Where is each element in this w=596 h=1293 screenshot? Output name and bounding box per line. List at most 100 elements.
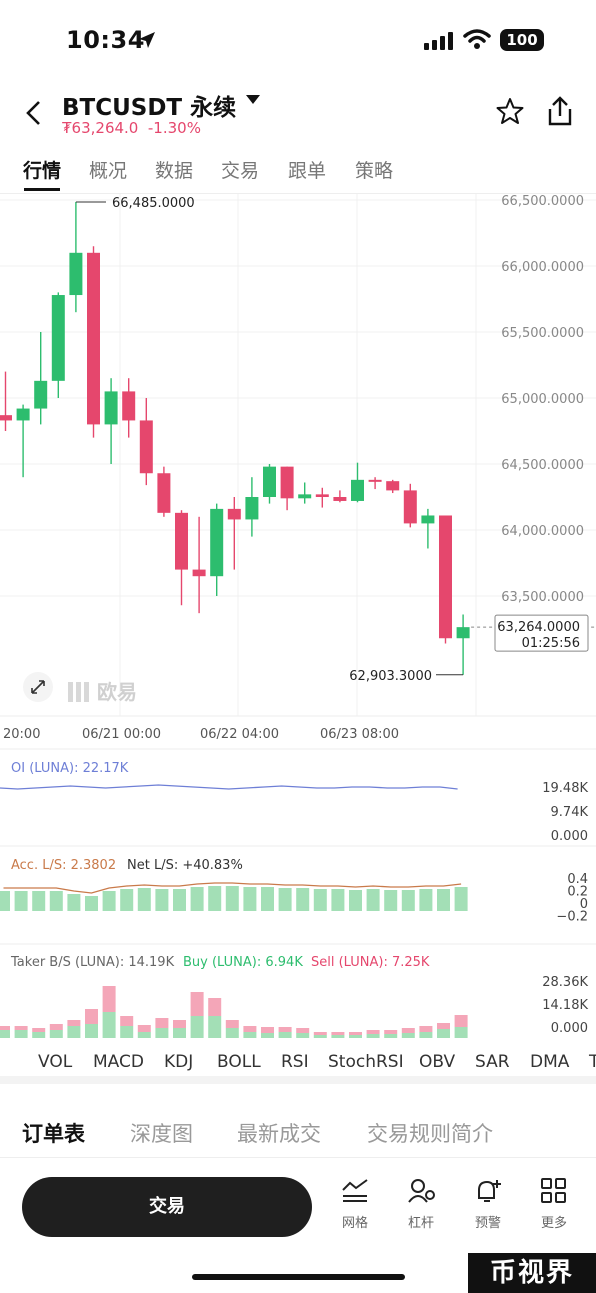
ls-bar xyxy=(173,889,186,911)
status-time: 10:34 xyxy=(66,26,145,54)
tab-order-book[interactable]: 订单表 xyxy=(22,1122,85,1146)
x-axis-label: 06/22 04:00 xyxy=(200,727,279,742)
back-arrow-icon[interactable] xyxy=(24,100,44,126)
taker-sell-bar xyxy=(349,1032,362,1035)
chart-area[interactable]: 66,500.0000 66,000.0000 65,500.0000 65,000.… xyxy=(0,194,596,1044)
star-icon[interactable] xyxy=(496,97,524,125)
taker-buy-bar xyxy=(85,1024,98,1038)
location-arrow-icon xyxy=(139,32,155,48)
taker-buy-bar xyxy=(366,1034,380,1038)
alert-action[interactable]: 预警 xyxy=(463,1178,513,1231)
exchange-logo-watermark: 欧易 xyxy=(68,676,137,705)
indicator-macd[interactable]: MACD xyxy=(93,1052,144,1072)
candle-body xyxy=(386,481,400,491)
trade-button[interactable]: 交易 xyxy=(22,1177,312,1237)
taker-buy-bar xyxy=(384,1034,398,1038)
taker-buy-bar xyxy=(313,1035,327,1038)
ls-axis-label: 0 xyxy=(580,897,588,912)
x-axis-label: 06/21 00:00 xyxy=(82,727,161,742)
ls-bar xyxy=(384,890,398,911)
ls-axis-label: 0.4 xyxy=(567,872,588,887)
taker-sell-bar xyxy=(155,1018,169,1028)
candle-body xyxy=(175,512,188,570)
tab-strategy[interactable]: 策略 xyxy=(355,160,394,182)
indicator-sar[interactable]: SAR xyxy=(475,1052,510,1072)
ls-bar xyxy=(225,886,239,911)
candle-body xyxy=(0,415,12,421)
tab-overview[interactable]: 概况 xyxy=(89,160,128,182)
taker-sell-bar xyxy=(331,1032,345,1035)
more-grid-icon xyxy=(541,1178,566,1203)
indicator-boll[interactable]: BOLL xyxy=(217,1052,261,1072)
taker-sell-bar xyxy=(419,1026,433,1032)
home-indicator xyxy=(192,1274,405,1280)
indicator-dma[interactable]: DMA xyxy=(530,1052,570,1072)
fullscreen-expand-icon[interactable] xyxy=(22,671,54,703)
tab-data[interactable]: 数据 xyxy=(155,160,194,182)
taker-sell-bar xyxy=(261,1027,274,1033)
tab-latest-trades[interactable]: 最新成交 xyxy=(237,1122,321,1146)
chevron-down-icon[interactable] xyxy=(246,95,260,105)
candle-body xyxy=(104,391,118,425)
taker-axis-label: 0.000 xyxy=(551,1021,588,1036)
tab-market[interactable]: 行情 xyxy=(23,160,62,182)
acc-ls-label: Acc. L/S: 2.3802 xyxy=(11,858,116,873)
ls-bar xyxy=(313,889,327,911)
candle-body xyxy=(403,490,417,524)
tab-depth-chart[interactable]: 深度图 xyxy=(130,1122,193,1146)
ls-bar xyxy=(49,891,63,911)
indicator-obv[interactable]: OBV xyxy=(419,1052,456,1072)
taker-buy-bar xyxy=(349,1035,362,1038)
indicator-t[interactable]: T xyxy=(589,1052,596,1072)
taker-sell-label: Sell (LUNA): 7.25K xyxy=(311,955,430,970)
taker-buy-bar xyxy=(401,1033,415,1038)
more-action[interactable]: 更多 xyxy=(529,1178,579,1231)
taker-sell-bar xyxy=(437,1023,450,1029)
tab-trade[interactable]: 交易 xyxy=(221,160,260,182)
candle-body xyxy=(368,479,382,482)
tab-copy-trading[interactable]: 跟单 xyxy=(288,160,327,182)
header: BTCUSDT 永续 ₮63,264.0 -1.30% xyxy=(0,80,596,146)
main-tabs: 行情 概况 数据 交易 跟单 策略 xyxy=(0,150,596,194)
ls-axis-label: 0.2 xyxy=(567,885,588,900)
candle-body xyxy=(34,380,48,409)
price-line: ₮63,264.0 -1.30% xyxy=(62,119,201,137)
ls-bar xyxy=(366,889,380,911)
taker-buy-bar xyxy=(261,1033,274,1038)
taker-sell-bar xyxy=(190,992,204,1016)
tab-trading-rules[interactable]: 交易规则简介 xyxy=(367,1122,493,1146)
taker-sell-bar xyxy=(296,1028,310,1033)
symbol-title[interactable]: BTCUSDT 永续 xyxy=(62,95,237,121)
y-axis-label: 65,000.0000 xyxy=(501,392,584,407)
candle-body xyxy=(439,515,452,639)
grid-action[interactable]: 网格 xyxy=(330,1178,380,1231)
ls-bar xyxy=(14,891,28,911)
candlestick-chart[interactable]: 66,500.0000 66,000.0000 65,500.0000 65,000.… xyxy=(0,194,596,1044)
indicator-kdj[interactable]: KDJ xyxy=(164,1052,194,1072)
ls-bar xyxy=(296,888,310,911)
indicator-vol[interactable]: VOL xyxy=(38,1052,73,1072)
taker-sell-bar xyxy=(225,1020,239,1028)
candle-body xyxy=(298,494,312,499)
current-price-box xyxy=(494,614,589,652)
candle-countdown: 01:25:56 xyxy=(522,636,580,651)
price-change: -1.30% xyxy=(147,119,201,137)
ls-bar xyxy=(32,891,46,911)
taker-sell-bar xyxy=(0,1026,10,1030)
candle-body xyxy=(227,508,241,520)
indicator-stochrsi[interactable]: StochRSI xyxy=(328,1052,404,1072)
indicator-rsi[interactable]: RSI xyxy=(281,1052,309,1072)
candle-body xyxy=(192,569,206,577)
oi-axis-label: 9.74K xyxy=(551,805,589,820)
ls-bar xyxy=(155,889,169,911)
candle-body xyxy=(139,420,153,474)
taker-sell-bar xyxy=(366,1030,380,1034)
leverage-action[interactable]: 杠杆 xyxy=(396,1178,446,1231)
ls-bar xyxy=(243,887,257,911)
share-icon[interactable] xyxy=(546,96,574,126)
grid-chart-icon xyxy=(342,1179,368,1202)
candle-body xyxy=(315,494,329,497)
oi-label: OI (LUNA): 22.17K xyxy=(11,761,129,776)
taker-sell-bar xyxy=(137,1025,151,1032)
taker-buy-bar xyxy=(208,1016,222,1038)
